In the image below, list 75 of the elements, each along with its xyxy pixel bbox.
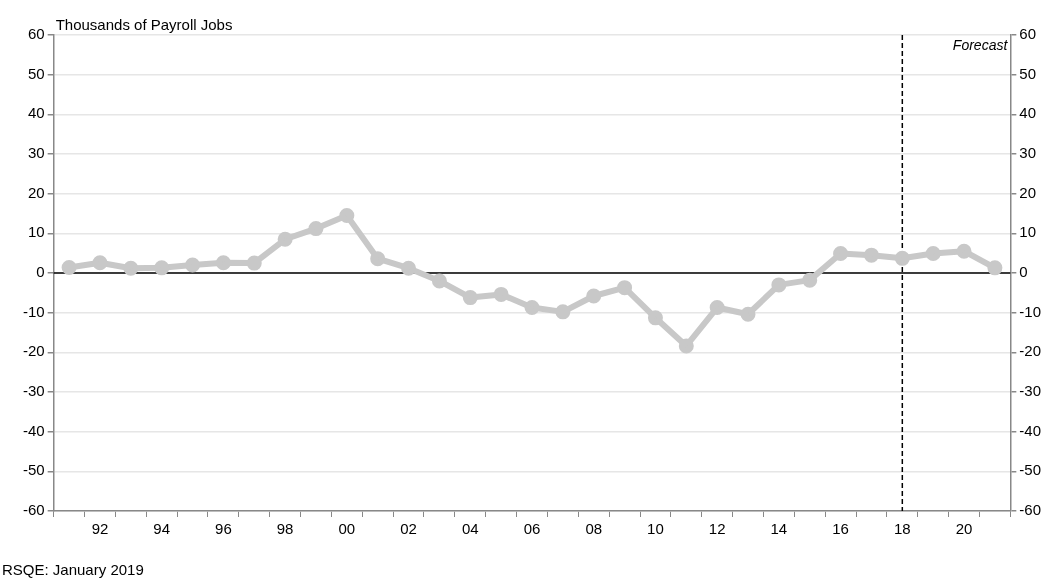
point [123,260,139,276]
point [709,300,725,316]
point [246,255,262,271]
y2-tick-label: -60 [1019,501,1042,519]
y-tick-label: 60 [27,25,45,43]
x-tick-label: 06 [523,520,541,538]
y-tick-label: -50 [22,461,45,479]
point [308,221,324,237]
y-tick-label: -40 [22,421,45,439]
point [154,260,170,276]
x-tick-label: 20 [955,520,973,538]
y2-tick-label: 10 [1019,223,1037,241]
point [987,260,1003,276]
point [185,257,201,273]
y2-tick-label: 30 [1019,144,1037,162]
x-tick-label: 18 [893,520,911,538]
y-tick-label: 10 [27,223,45,241]
point [956,243,972,259]
y2-tick-label: -50 [1019,461,1042,479]
y2-tick-label: -10 [1019,302,1042,320]
x-tick-label: 10 [647,520,664,538]
x-tick-label: 00 [338,520,356,538]
x-tick-label: 96 [215,520,232,538]
y-tick-label: 50 [27,64,45,82]
point [493,286,509,302]
point [431,273,447,289]
point [802,272,818,288]
y-axis-title: Thousands of Payroll Jobs [55,15,233,33]
y-tick-label: 30 [27,144,45,162]
y2-tick-label: -30 [1019,382,1042,400]
y2-tick-label: 40 [1019,104,1037,122]
point [617,280,633,296]
y-tick-label: 0 [36,263,45,281]
point [92,255,108,271]
x-tick-label: 02 [400,520,417,538]
ref-line-label: Forecast [952,36,1009,53]
point [833,246,849,262]
point [647,310,663,326]
y2-tick-label: -20 [1019,342,1042,360]
y-tick-label: 40 [27,104,45,122]
point [863,247,879,263]
y-tick-label: -30 [22,382,45,400]
point [370,251,386,267]
y-tick-label: -10 [22,302,45,320]
point [586,288,602,304]
point [339,207,355,223]
y2-tick-label: 0 [1019,263,1028,281]
point [678,338,694,354]
x-tick-label: 14 [770,520,788,538]
x-tick-label: 16 [832,520,849,538]
y-tick-label: 20 [27,183,45,201]
point [524,300,540,316]
x-tick-label: 94 [153,520,171,538]
text: RSQE: January 2019 [2,560,144,578]
y2-tick-label: 60 [1019,25,1037,43]
point [925,246,941,262]
y2-tick-label: -40 [1019,421,1042,439]
y-tick-label: -60 [22,501,45,519]
point [740,306,756,322]
point [894,250,910,266]
x-tick-label: 08 [585,520,603,538]
y2-tick-label: 50 [1019,64,1037,82]
point [61,259,77,275]
point [401,260,417,276]
x-tick-label: 04 [461,520,479,538]
point [277,231,293,247]
x-tick-label: 92 [91,520,109,538]
x-tick-label: 12 [708,520,726,538]
point [462,290,478,306]
point [555,304,571,320]
x-tick-label: 98 [276,520,294,538]
y2-tick-label: 20 [1019,183,1037,201]
y-tick-label: -20 [22,342,45,360]
point [771,277,787,293]
point [215,255,231,271]
